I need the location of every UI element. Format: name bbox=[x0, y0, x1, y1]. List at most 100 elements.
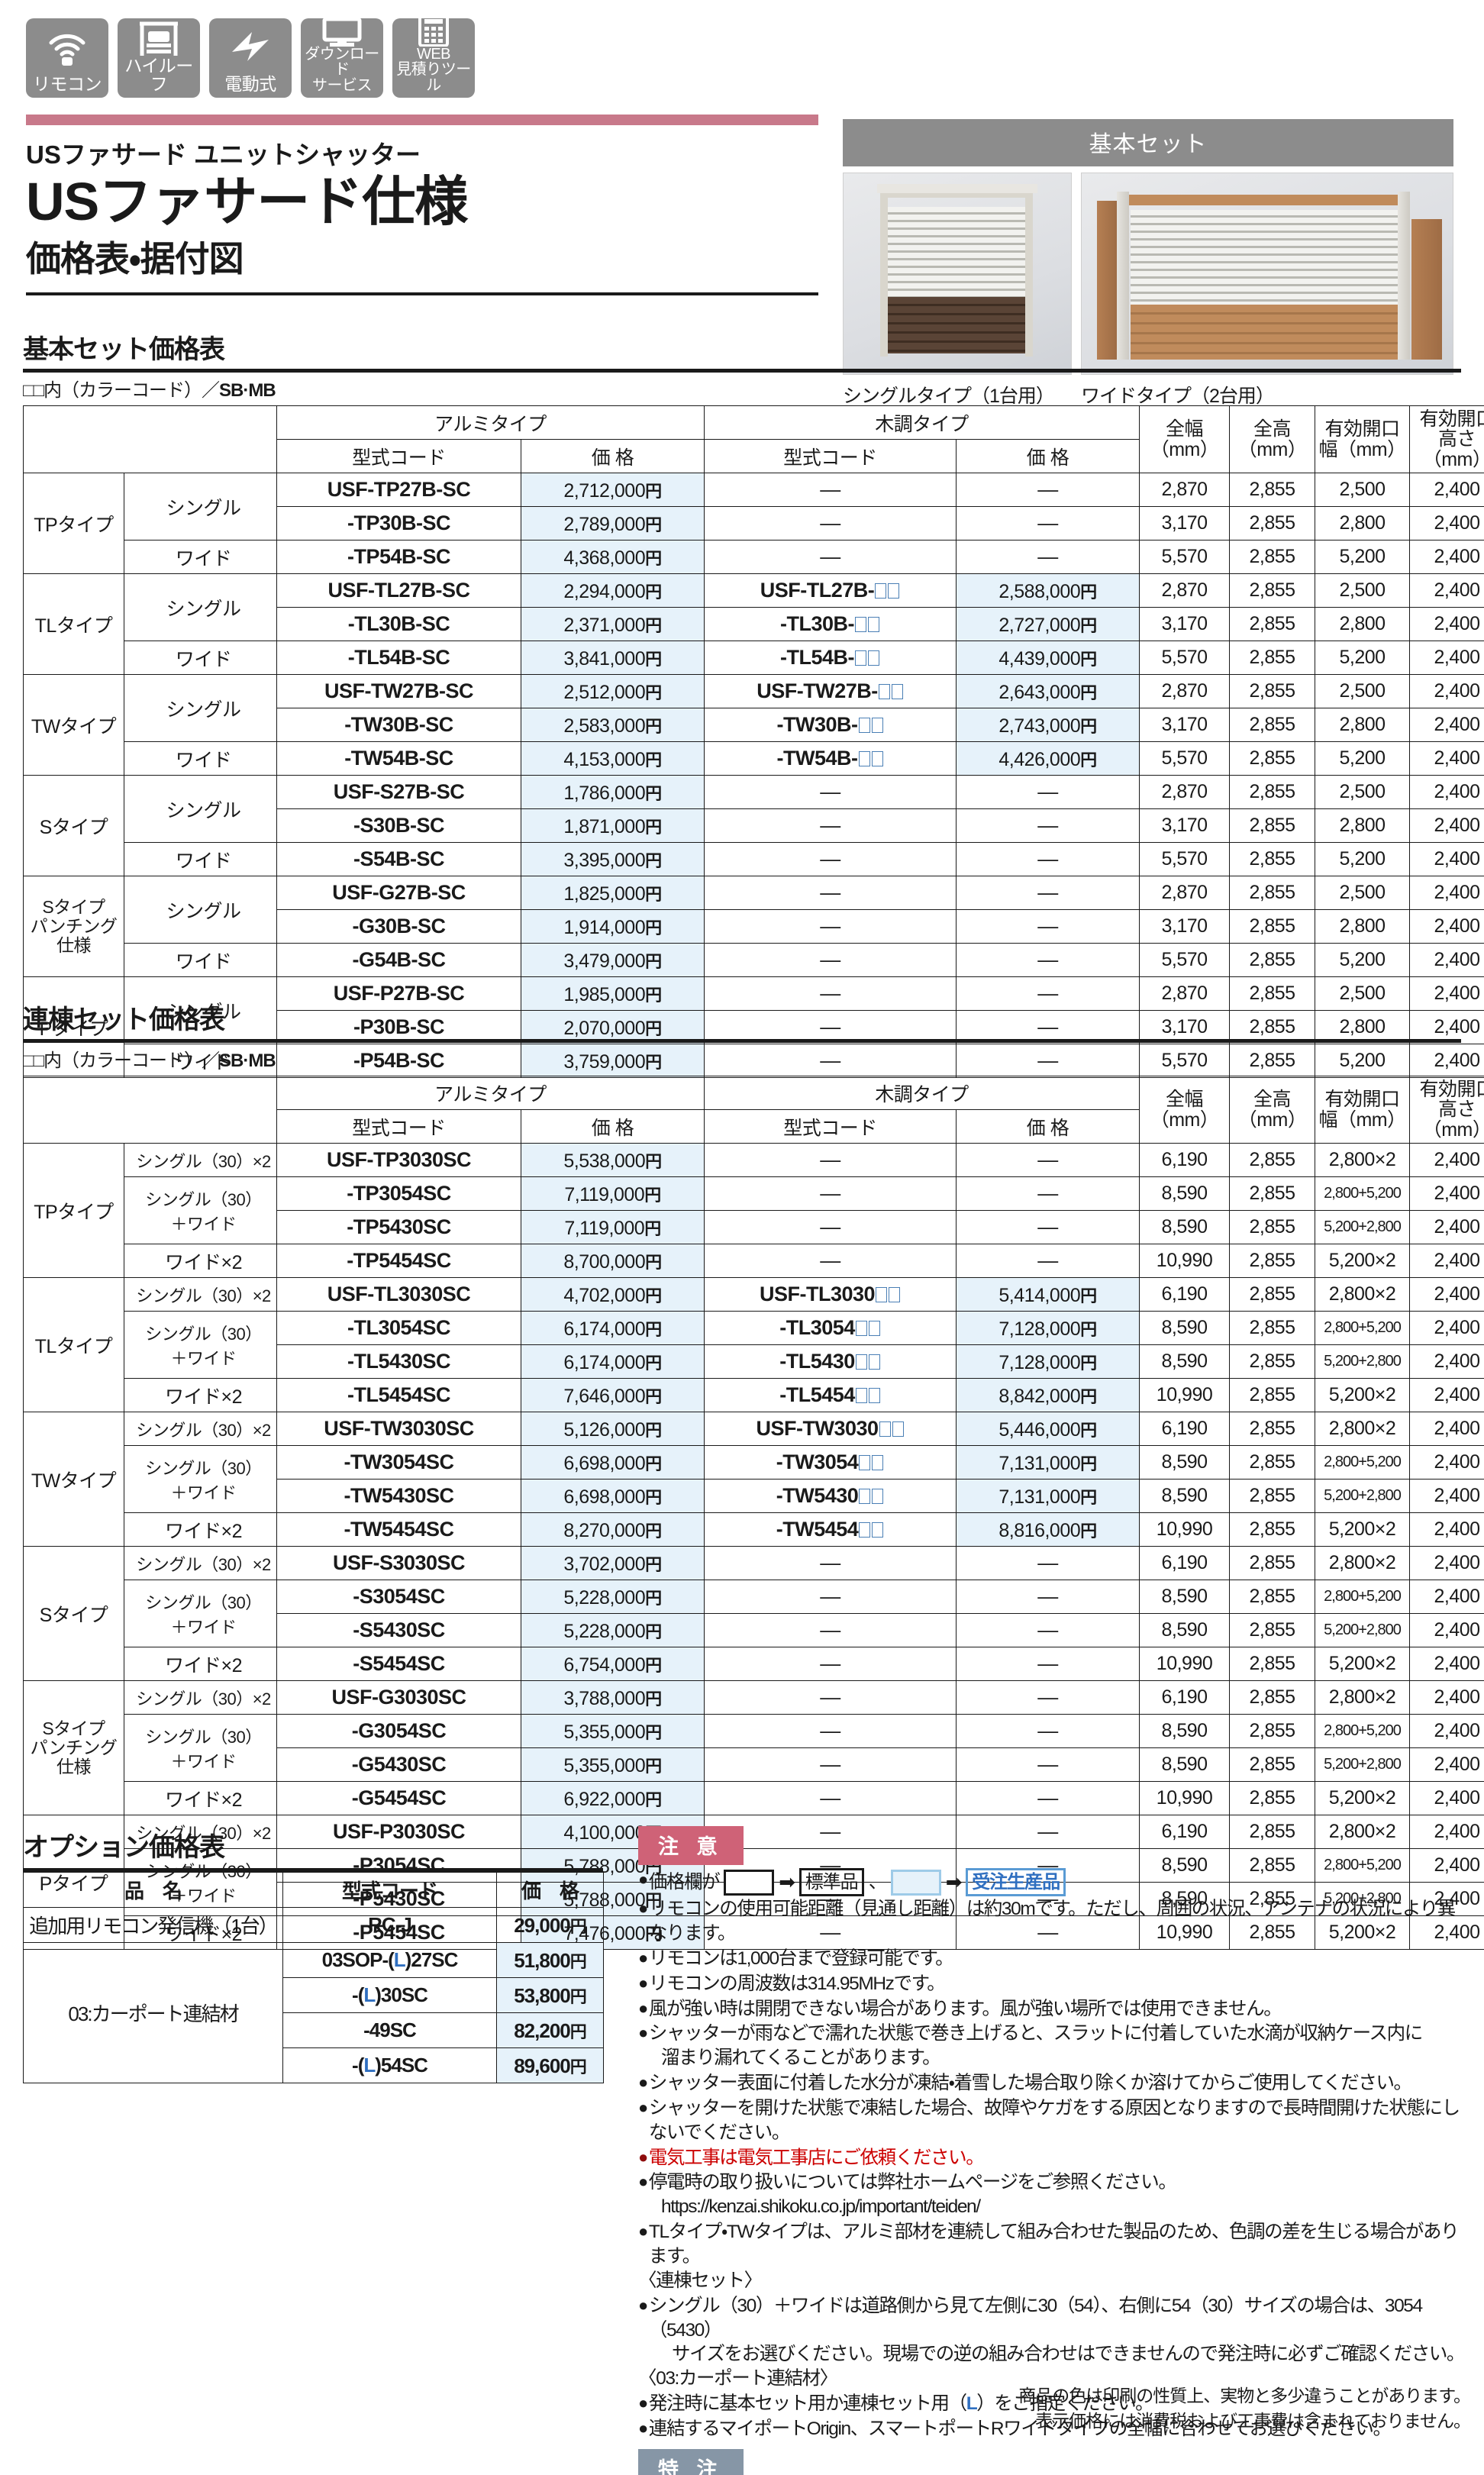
wood-price: — bbox=[956, 1647, 1140, 1681]
variant-cell: シングル（30）×2 bbox=[124, 1412, 277, 1446]
header-price: 価 格 bbox=[520, 439, 705, 473]
basic-set-section: 基本セット価格表 □□内（カラーコード）／SB·MB アルミタイプ 木調タイプ 全幅… bbox=[23, 328, 1484, 1078]
open-height-cell: 2,400 bbox=[1409, 808, 1484, 843]
alumi-model-code: USF-P3030SC bbox=[276, 1815, 521, 1849]
alumi-model-code: USF-G27B-SC bbox=[276, 876, 521, 910]
note-item: ● リモコンは1,000台まで登録可能です。 bbox=[638, 1947, 1470, 1971]
wood-model-code: — bbox=[704, 1143, 957, 1177]
variant-cell: ワイド×2 bbox=[124, 1244, 277, 1278]
alumi-model-code: -G30B-SC bbox=[276, 909, 521, 944]
table-row: Pタイプシングル（30）×2USF-P3030SC4,100,000円——6,1… bbox=[23, 1815, 1484, 1950]
variant-cell: ワイド bbox=[124, 1044, 277, 1078]
alumi-price: 6,922,000円 bbox=[520, 1781, 705, 1815]
alumi-model-code: USF-TL3030SC bbox=[276, 1277, 521, 1312]
alumi-price: 5,126,000円 bbox=[520, 1412, 705, 1446]
table-row: -P30B-SC 2,070,000円 — —3,170 2,855 2,800 2,400… bbox=[24, 1010, 1484, 1044]
open-height-cell: 2,400 bbox=[1409, 1680, 1484, 1715]
open-height-cell: 2,400 bbox=[1409, 1915, 1484, 1950]
table-row: シングル（30） ＋ワイド -TP3054SC 7,119,000円 — —8,590 2,… bbox=[24, 1176, 1484, 1244]
header-open-height: 有効開口高さ（mm） bbox=[1409, 1076, 1484, 1144]
alumi-price: 5,228,000円 bbox=[520, 1580, 705, 1614]
hero-image-row bbox=[843, 173, 1453, 375]
notes-section: 注 意 ● 価格欄が ➡ 標準品 、 ➡ 受注生産品 ● リモコンの使用可能距離（… bbox=[638, 1826, 1470, 2475]
legend-order-chip: 受注生産品 bbox=[966, 1868, 1066, 1897]
open-height-cell: 2,400 bbox=[1409, 1445, 1484, 1480]
open-width-cell: 2,800+5,200 bbox=[1315, 1311, 1411, 1345]
note-url[interactable]: https://kenzai.shikoku.co.jp/important/t… bbox=[661, 2196, 981, 2218]
alumi-model-code: -G5430SC bbox=[276, 1747, 521, 1782]
footnote-line-2: 表示価格には消費税および工事費は含まれておりません。 bbox=[1035, 2411, 1471, 2431]
wood-model-code: -TL5454 bbox=[704, 1378, 957, 1412]
open-width-cell: 5,200 bbox=[1315, 943, 1411, 977]
variant-cell: シングル（30）×2 bbox=[124, 1277, 277, 1312]
note-text: シャッター表面に付着した水分が凍結・着雪した場合取り除くか溶けてからご使用してく… bbox=[648, 2073, 1412, 2094]
wood-model-code: — bbox=[704, 1781, 957, 1815]
wood-price: 8,816,000円 bbox=[956, 1512, 1140, 1547]
wood-price: 7,128,000円 bbox=[956, 1344, 1140, 1379]
wood-price: 2,643,000円 bbox=[956, 674, 1140, 708]
wood-model-code: — bbox=[704, 876, 957, 910]
variant-cell: シングル bbox=[124, 674, 277, 742]
header-price-wood: 価 格 bbox=[956, 1109, 1140, 1144]
bullet-icon: ● bbox=[638, 2172, 648, 2192]
note-continuation: サイズをお選びください。現場での逆の組み合わせはできませんので発注時に必ずご確認… bbox=[672, 2344, 1465, 2365]
open-height-cell: 2,400 bbox=[1409, 1412, 1484, 1446]
total-width-cell: 8,590 bbox=[1139, 1613, 1231, 1647]
alumi-price: 6,754,000円 bbox=[520, 1647, 705, 1681]
table-row: ワイド×2 -TL5454SC 7,646,000円 -TL5454 8,842,000… bbox=[24, 1378, 1484, 1412]
open-width-cell: 5,200+2,800 bbox=[1315, 1210, 1411, 1244]
total-height-cell: 2,855 bbox=[1229, 1848, 1316, 1883]
note-text: 電気工事は電気工事店にご依頼ください。 bbox=[648, 2147, 985, 2168]
wood-model-code: — bbox=[704, 1210, 957, 1244]
alumi-price: 2,070,000円 bbox=[520, 1010, 705, 1044]
wood-model-code: — bbox=[704, 1580, 957, 1614]
wood-model-code: — bbox=[704, 1176, 957, 1211]
table-row: ワイド×2 -TP5454SC 8,700,000円 — —10,990 2,855 5,2… bbox=[24, 1244, 1484, 1278]
wood-price: — bbox=[956, 1580, 1140, 1614]
table-row: -TP5430SC 7,119,000円 — —8,590 2,855 5,200+2,8… bbox=[24, 1210, 1484, 1244]
open-width-cell: 2,800×2 bbox=[1315, 1277, 1411, 1312]
alumi-price: 3,841,000円 bbox=[520, 641, 705, 675]
total-height-cell: 2,855 bbox=[1229, 1378, 1316, 1412]
wood-model-code: -TL54B- bbox=[704, 641, 957, 675]
note-item-carport-1: ● 発注時に基本セット用か連棟セット用（L）をご指定ください。 bbox=[638, 2392, 1470, 2416]
total-height-cell: 2,855 bbox=[1229, 1277, 1316, 1312]
wood-price: 7,128,000円 bbox=[956, 1311, 1140, 1345]
table-row: Sタイプ パンチング仕様 シングル（30）×2 USF-G3030SC 3,788,00… bbox=[23, 1680, 1484, 1815]
alumi-price: 1,871,000円 bbox=[520, 808, 705, 843]
wood-model-code: USF-TW27B- bbox=[704, 674, 957, 708]
wood-model-code: — bbox=[704, 1613, 957, 1647]
option-model-code: -49SC bbox=[282, 2012, 497, 2048]
open-height-cell: 2,400 bbox=[1409, 1244, 1484, 1278]
wood-price: — bbox=[956, 808, 1140, 843]
table-row: ワイド -G54B-SC 3,479,000円 — —5,570 2,855 5,200 2,… bbox=[24, 943, 1484, 977]
photo-single-type bbox=[843, 173, 1072, 375]
arrow-right-icon-2: ➡ bbox=[945, 1870, 963, 1893]
open-height-cell: 2,400 bbox=[1409, 741, 1484, 776]
header-alumi-type: アルミタイプ bbox=[276, 1076, 705, 1110]
truck-garage-icon bbox=[118, 18, 200, 57]
open-width-cell: 5,200+2,800 bbox=[1315, 1747, 1411, 1782]
section-rule bbox=[23, 1039, 1461, 1043]
total-height-cell: 2,855 bbox=[1229, 1714, 1316, 1748]
open-height-cell: 2,400 bbox=[1409, 708, 1484, 742]
header-wood-type: 木調タイプ bbox=[704, 405, 1140, 440]
section-rule bbox=[23, 369, 1461, 373]
wood-price: — bbox=[956, 1044, 1140, 1078]
option-model-code: -(L)30SC bbox=[282, 1977, 497, 2013]
table-header-row: アルミタイプ木調タイプ全幅（mm）全高（mm）有効開口幅（mm）有効開口高さ（m… bbox=[23, 1076, 1484, 1144]
open-width-cell: 5,200×2 bbox=[1315, 1244, 1411, 1278]
table-row: ワイド -TP54B-SC 4,368,000円 — —5,570 2,855 5,200 2… bbox=[24, 540, 1484, 574]
total-height-cell: 2,855 bbox=[1229, 506, 1316, 540]
total-width-cell: 6,190 bbox=[1139, 1815, 1231, 1849]
total-height-cell: 2,855 bbox=[1229, 876, 1316, 910]
alumi-price: 2,789,000円 bbox=[520, 506, 705, 540]
alumi-price: 3,702,000円 bbox=[520, 1546, 705, 1580]
arrow-right-icon: ➡ bbox=[779, 1870, 795, 1893]
note-text: リモコンの周波数は314.95MHzです。 bbox=[648, 1973, 946, 1994]
option-name: 追加用リモコン発信機（1台） bbox=[23, 1907, 283, 1943]
total-width-cell: 5,570 bbox=[1139, 641, 1231, 675]
open-height-cell: 2,400 bbox=[1409, 607, 1484, 641]
table-row: シングル（30） ＋ワイド -S3054SC 5,228,000円 — —8,590 2,8… bbox=[24, 1580, 1484, 1647]
option-name: 03:カーポート連結材 bbox=[23, 1942, 283, 2083]
